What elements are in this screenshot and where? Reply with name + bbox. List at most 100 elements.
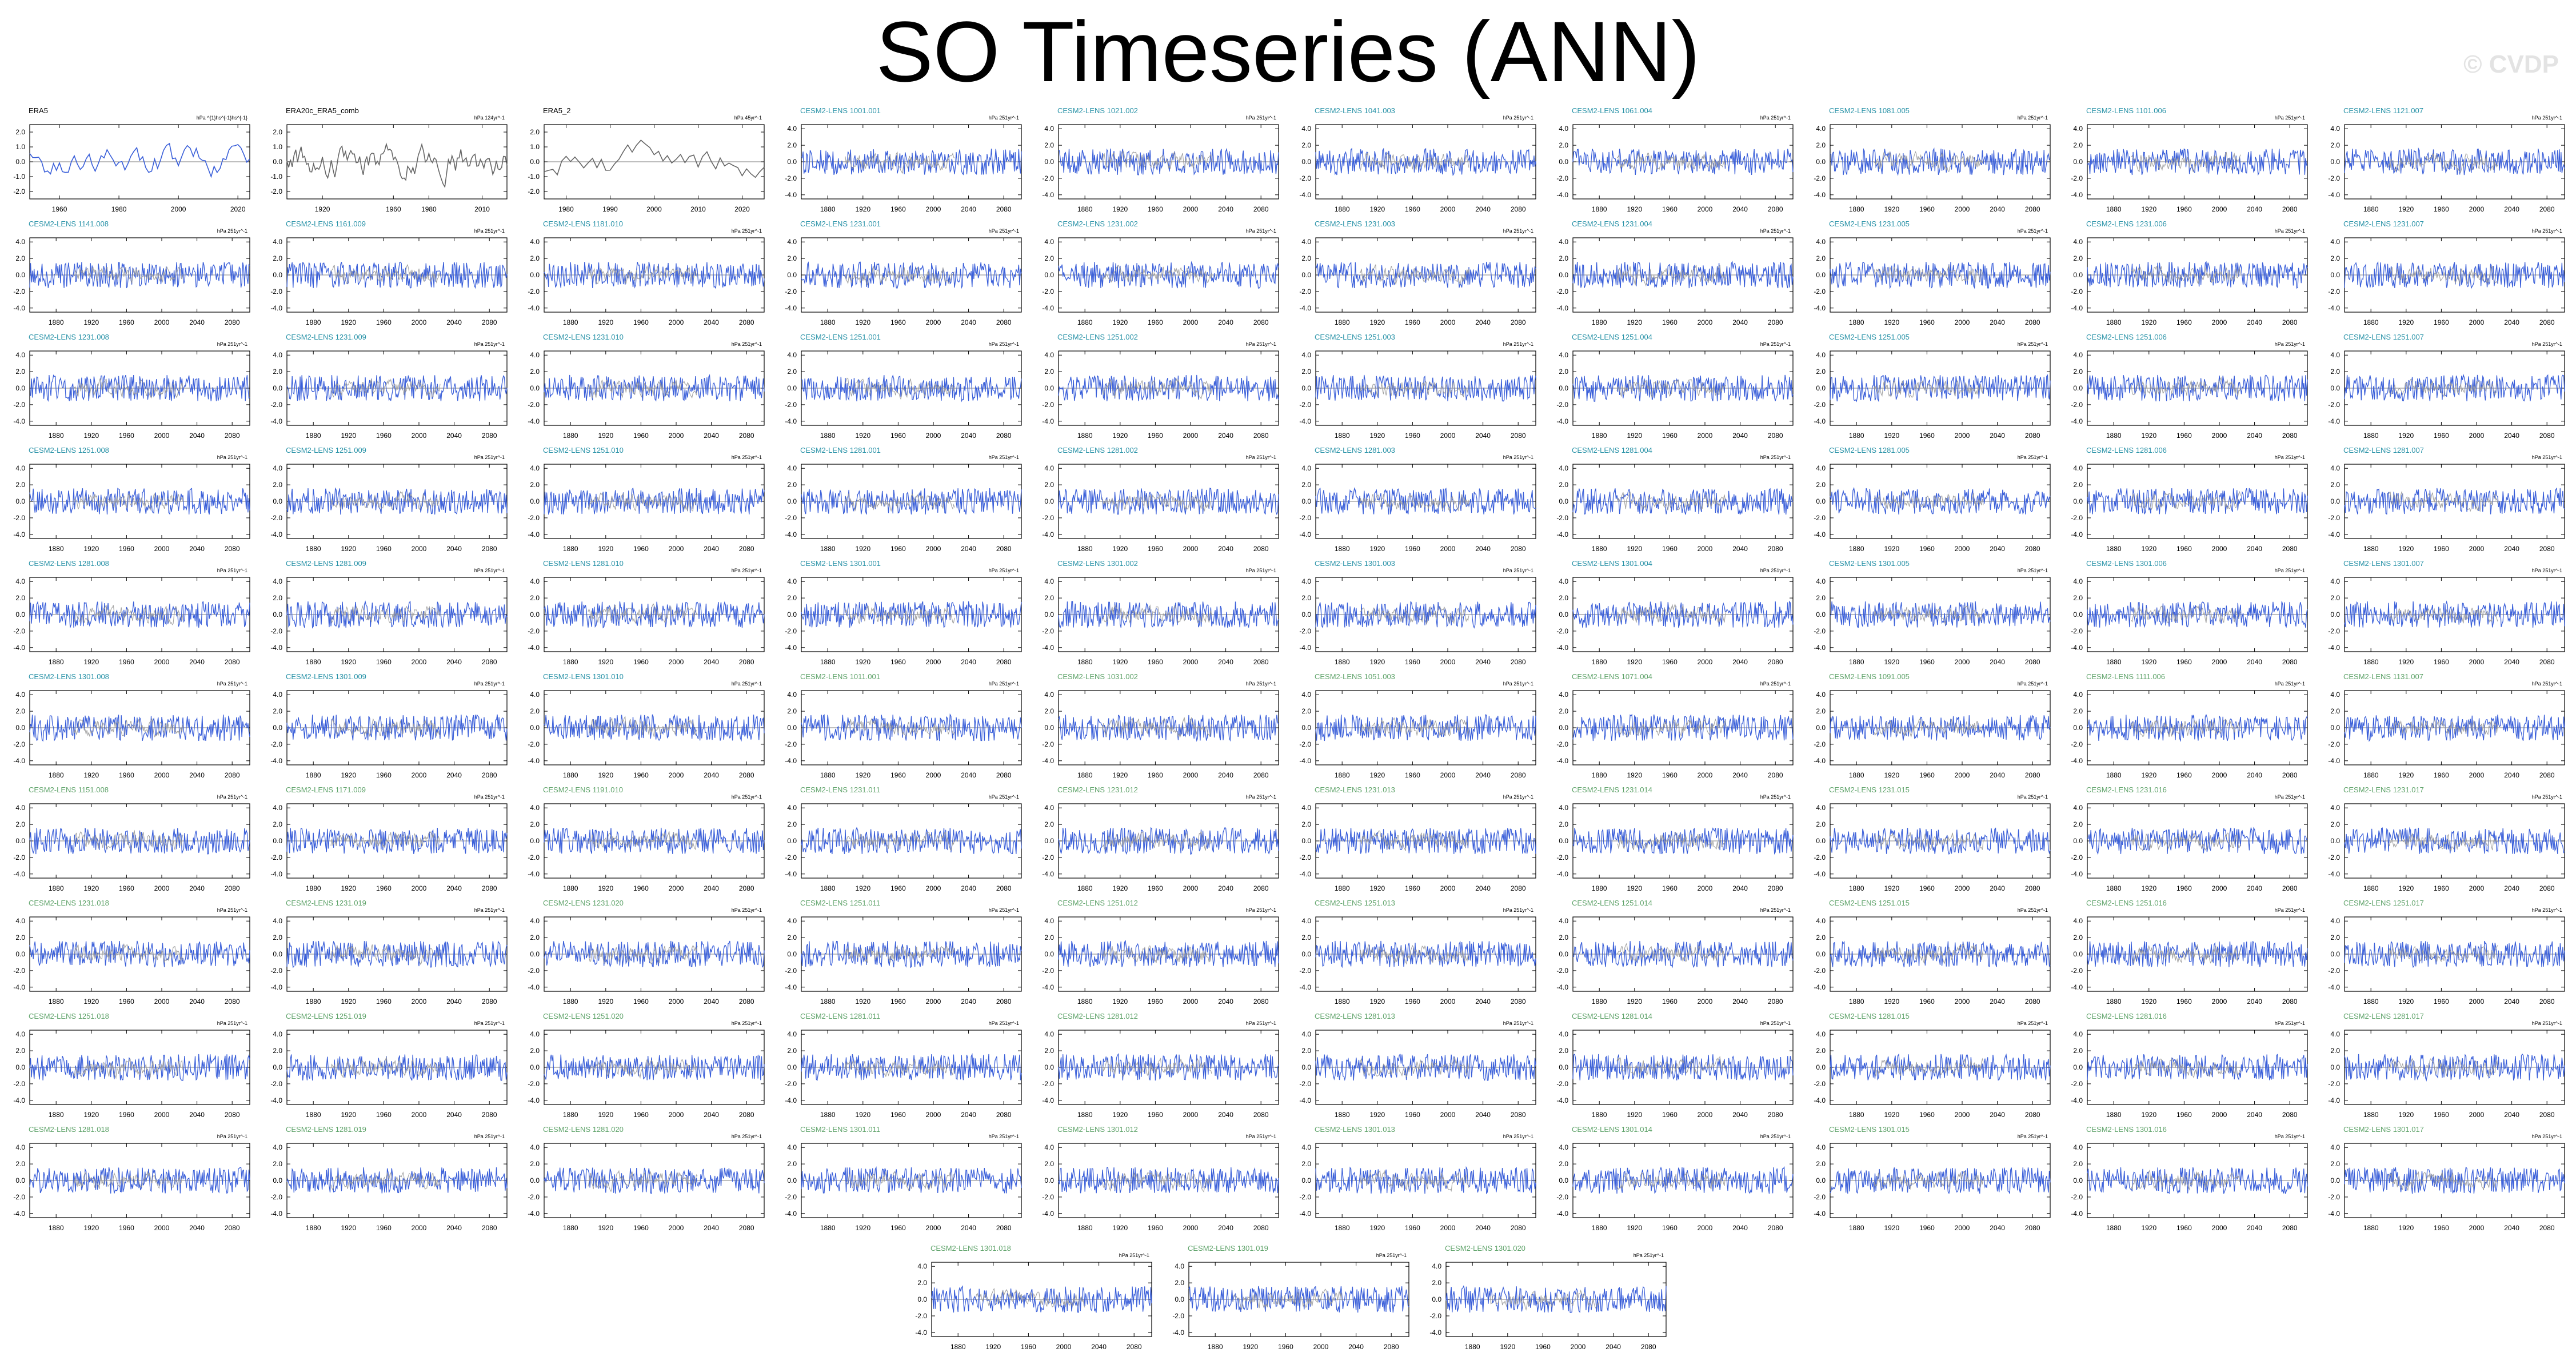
model-series-line <box>2087 488 2308 515</box>
x-tick-label: 2080 <box>2539 318 2555 326</box>
model-series-line <box>801 713 1022 741</box>
y-tick-label: -2.0 <box>1814 854 1826 862</box>
y-tick-label: 0.0 <box>15 724 25 732</box>
model-series-line <box>29 488 250 515</box>
y-tick-label: 2.0 <box>15 1047 25 1055</box>
x-tick-label: 2080 <box>2025 884 2040 892</box>
y-tick-label: -4.0 <box>1299 304 1311 312</box>
observed-overlay-line <box>2388 266 2498 284</box>
y-tick-label: 4.0 <box>15 577 25 585</box>
x-tick-label: 2040 <box>1218 884 1233 892</box>
x-tick-label: 2080 <box>739 998 754 1006</box>
y-tick-label: 4.0 <box>1301 577 1311 585</box>
x-tick-label: 1960 <box>119 432 134 440</box>
observed-overlay-line <box>1616 1172 1727 1190</box>
x-tick-label: 1880 <box>1849 318 1864 326</box>
x-tick-label: 1960 <box>890 998 906 1006</box>
x-tick-label: 2080 <box>2539 658 2555 666</box>
x-tick-label: 2040 <box>2247 658 2262 666</box>
y-tick-label: 4.0 <box>1044 238 1054 246</box>
panel-label: CESM2-LENS 1061.004 <box>1572 106 1652 115</box>
panel-label: CESM2-LENS 1121.007 <box>2343 106 2423 115</box>
y-tick-label: -2.0 <box>1042 627 1054 635</box>
y-tick-label: 4.0 <box>1559 691 1568 699</box>
y-tick-label: -4.0 <box>785 1096 797 1104</box>
y-tick-label: 2.0 <box>917 1279 927 1287</box>
x-tick-label: 1960 <box>890 318 906 326</box>
y-tick-label: 4.0 <box>1175 1262 1184 1270</box>
panel-units: hPa 251yr^-1 <box>989 794 1019 800</box>
panel-label: CESM2-LENS 1301.014 <box>1572 1125 1652 1134</box>
panel-label: CESM2-LENS 1231.001 <box>800 220 881 228</box>
observed-overlay-line <box>2388 1058 2498 1077</box>
observed-overlay-line <box>975 1287 1085 1308</box>
x-tick-label: 1920 <box>1112 545 1128 553</box>
x-tick-label: 2000 <box>2469 1111 2485 1119</box>
panel-units: hPa 251yr^-1 <box>1503 907 1533 913</box>
x-tick-label: 2000 <box>926 545 941 553</box>
model-series-line <box>1830 1053 2051 1081</box>
x-tick-label: 2080 <box>996 658 1012 666</box>
x-tick-label: 1920 <box>1627 432 1642 440</box>
x-tick-label: 1960 <box>1148 998 1163 1006</box>
x-tick-label: 1960 <box>633 1224 649 1232</box>
x-tick-label: 2080 <box>1253 1111 1269 1119</box>
x-tick-label: 2000 <box>412 545 427 553</box>
x-tick-label: 2000 <box>1183 658 1199 666</box>
x-tick-label: 1920 <box>1884 658 1899 666</box>
y-tick-label: 0.0 <box>2330 1176 2340 1184</box>
x-tick-label: 2000 <box>154 432 170 440</box>
model-series-line <box>1572 1166 1794 1194</box>
panel-label: CESM2-LENS 1301.009 <box>286 672 366 681</box>
y-tick-label: 2.0 <box>2330 481 2340 489</box>
y-tick-label: -4.0 <box>1299 1210 1311 1218</box>
model-series-line <box>2344 147 2565 176</box>
y-tick-label: -2.0 <box>270 627 282 635</box>
x-tick-label: 2000 <box>1955 1111 1970 1119</box>
x-tick-label: 2040 <box>189 318 205 326</box>
x-tick-label: 1880 <box>49 545 64 553</box>
y-tick-label: 0.0 <box>530 158 540 166</box>
y-tick-label: 4.0 <box>1301 238 1311 246</box>
y-tick-label: 0.0 <box>1816 1176 1826 1184</box>
model-series-line <box>1058 1167 1279 1194</box>
x-tick-label: 1920 <box>1112 318 1128 326</box>
x-tick-label: 2000 <box>412 771 427 779</box>
x-tick-label: 1920 <box>598 998 613 1006</box>
x-tick-label: 2040 <box>1990 1224 2005 1232</box>
y-tick-label: 2.0 <box>787 141 797 149</box>
x-tick-label: 2040 <box>446 771 462 779</box>
x-tick-label: 1920 <box>1243 1343 1258 1351</box>
panel-units: hPa 251yr^-1 <box>732 794 762 800</box>
y-tick-label: -4.0 <box>1556 644 1568 652</box>
y-tick-label: -4.0 <box>1429 1329 1441 1337</box>
panel-label: CESM2-LENS 1231.005 <box>1829 220 1910 228</box>
y-tick-label: -4.0 <box>1299 757 1311 765</box>
x-tick-label: 2080 <box>2282 318 2298 326</box>
x-tick-label: 2080 <box>996 998 1012 1006</box>
panel-units: hPa 251yr^-1 <box>989 568 1019 573</box>
x-tick-label: 1960 <box>1662 771 1678 779</box>
y-tick-label: -2.0 <box>13 740 25 748</box>
model-series-line <box>1315 714 1536 741</box>
x-tick-label: 1920 <box>83 771 99 779</box>
x-tick-label: 1920 <box>341 545 356 553</box>
y-tick-label: 2.0 <box>1301 707 1311 715</box>
y-tick-label: -1.0 <box>13 173 25 181</box>
x-tick-label: 1960 <box>119 318 134 326</box>
y-tick-label: -2.0 <box>13 514 25 522</box>
x-tick-label: 2000 <box>669 432 684 440</box>
x-tick-label: 1960 <box>1148 1224 1163 1232</box>
x-tick-label: 1880 <box>563 432 578 440</box>
y-tick-label: -2.0 <box>1556 514 1568 522</box>
x-tick-label: 1920 <box>1369 884 1385 892</box>
